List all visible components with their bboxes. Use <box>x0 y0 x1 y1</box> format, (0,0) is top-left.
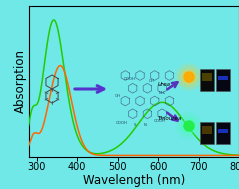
Bar <box>202 126 212 134</box>
Text: Thiourea: Thiourea <box>158 116 182 122</box>
Text: Urea: Urea <box>158 83 171 88</box>
Circle shape <box>182 70 196 84</box>
Circle shape <box>184 121 194 131</box>
Circle shape <box>179 67 199 87</box>
Text: OH: OH <box>149 79 155 83</box>
Text: NH₂: NH₂ <box>158 91 166 95</box>
Circle shape <box>182 119 196 133</box>
Bar <box>200 122 214 144</box>
Circle shape <box>184 72 194 82</box>
Bar <box>200 69 214 91</box>
Text: COOH: COOH <box>154 119 166 123</box>
Bar <box>216 122 230 144</box>
Bar <box>218 129 228 133</box>
Text: N: N <box>144 123 147 127</box>
Text: OH: OH <box>115 94 121 98</box>
Text: COOH: COOH <box>124 77 136 81</box>
Circle shape <box>176 64 202 90</box>
Text: S: S <box>134 123 136 127</box>
Bar <box>216 69 230 91</box>
Circle shape <box>179 116 199 136</box>
Circle shape <box>176 113 202 139</box>
Bar <box>202 73 212 81</box>
Y-axis label: Absorption: Absorption <box>14 49 27 113</box>
Text: COOH: COOH <box>116 121 128 125</box>
X-axis label: Wavelength (nm): Wavelength (nm) <box>83 174 185 187</box>
Bar <box>218 76 228 80</box>
